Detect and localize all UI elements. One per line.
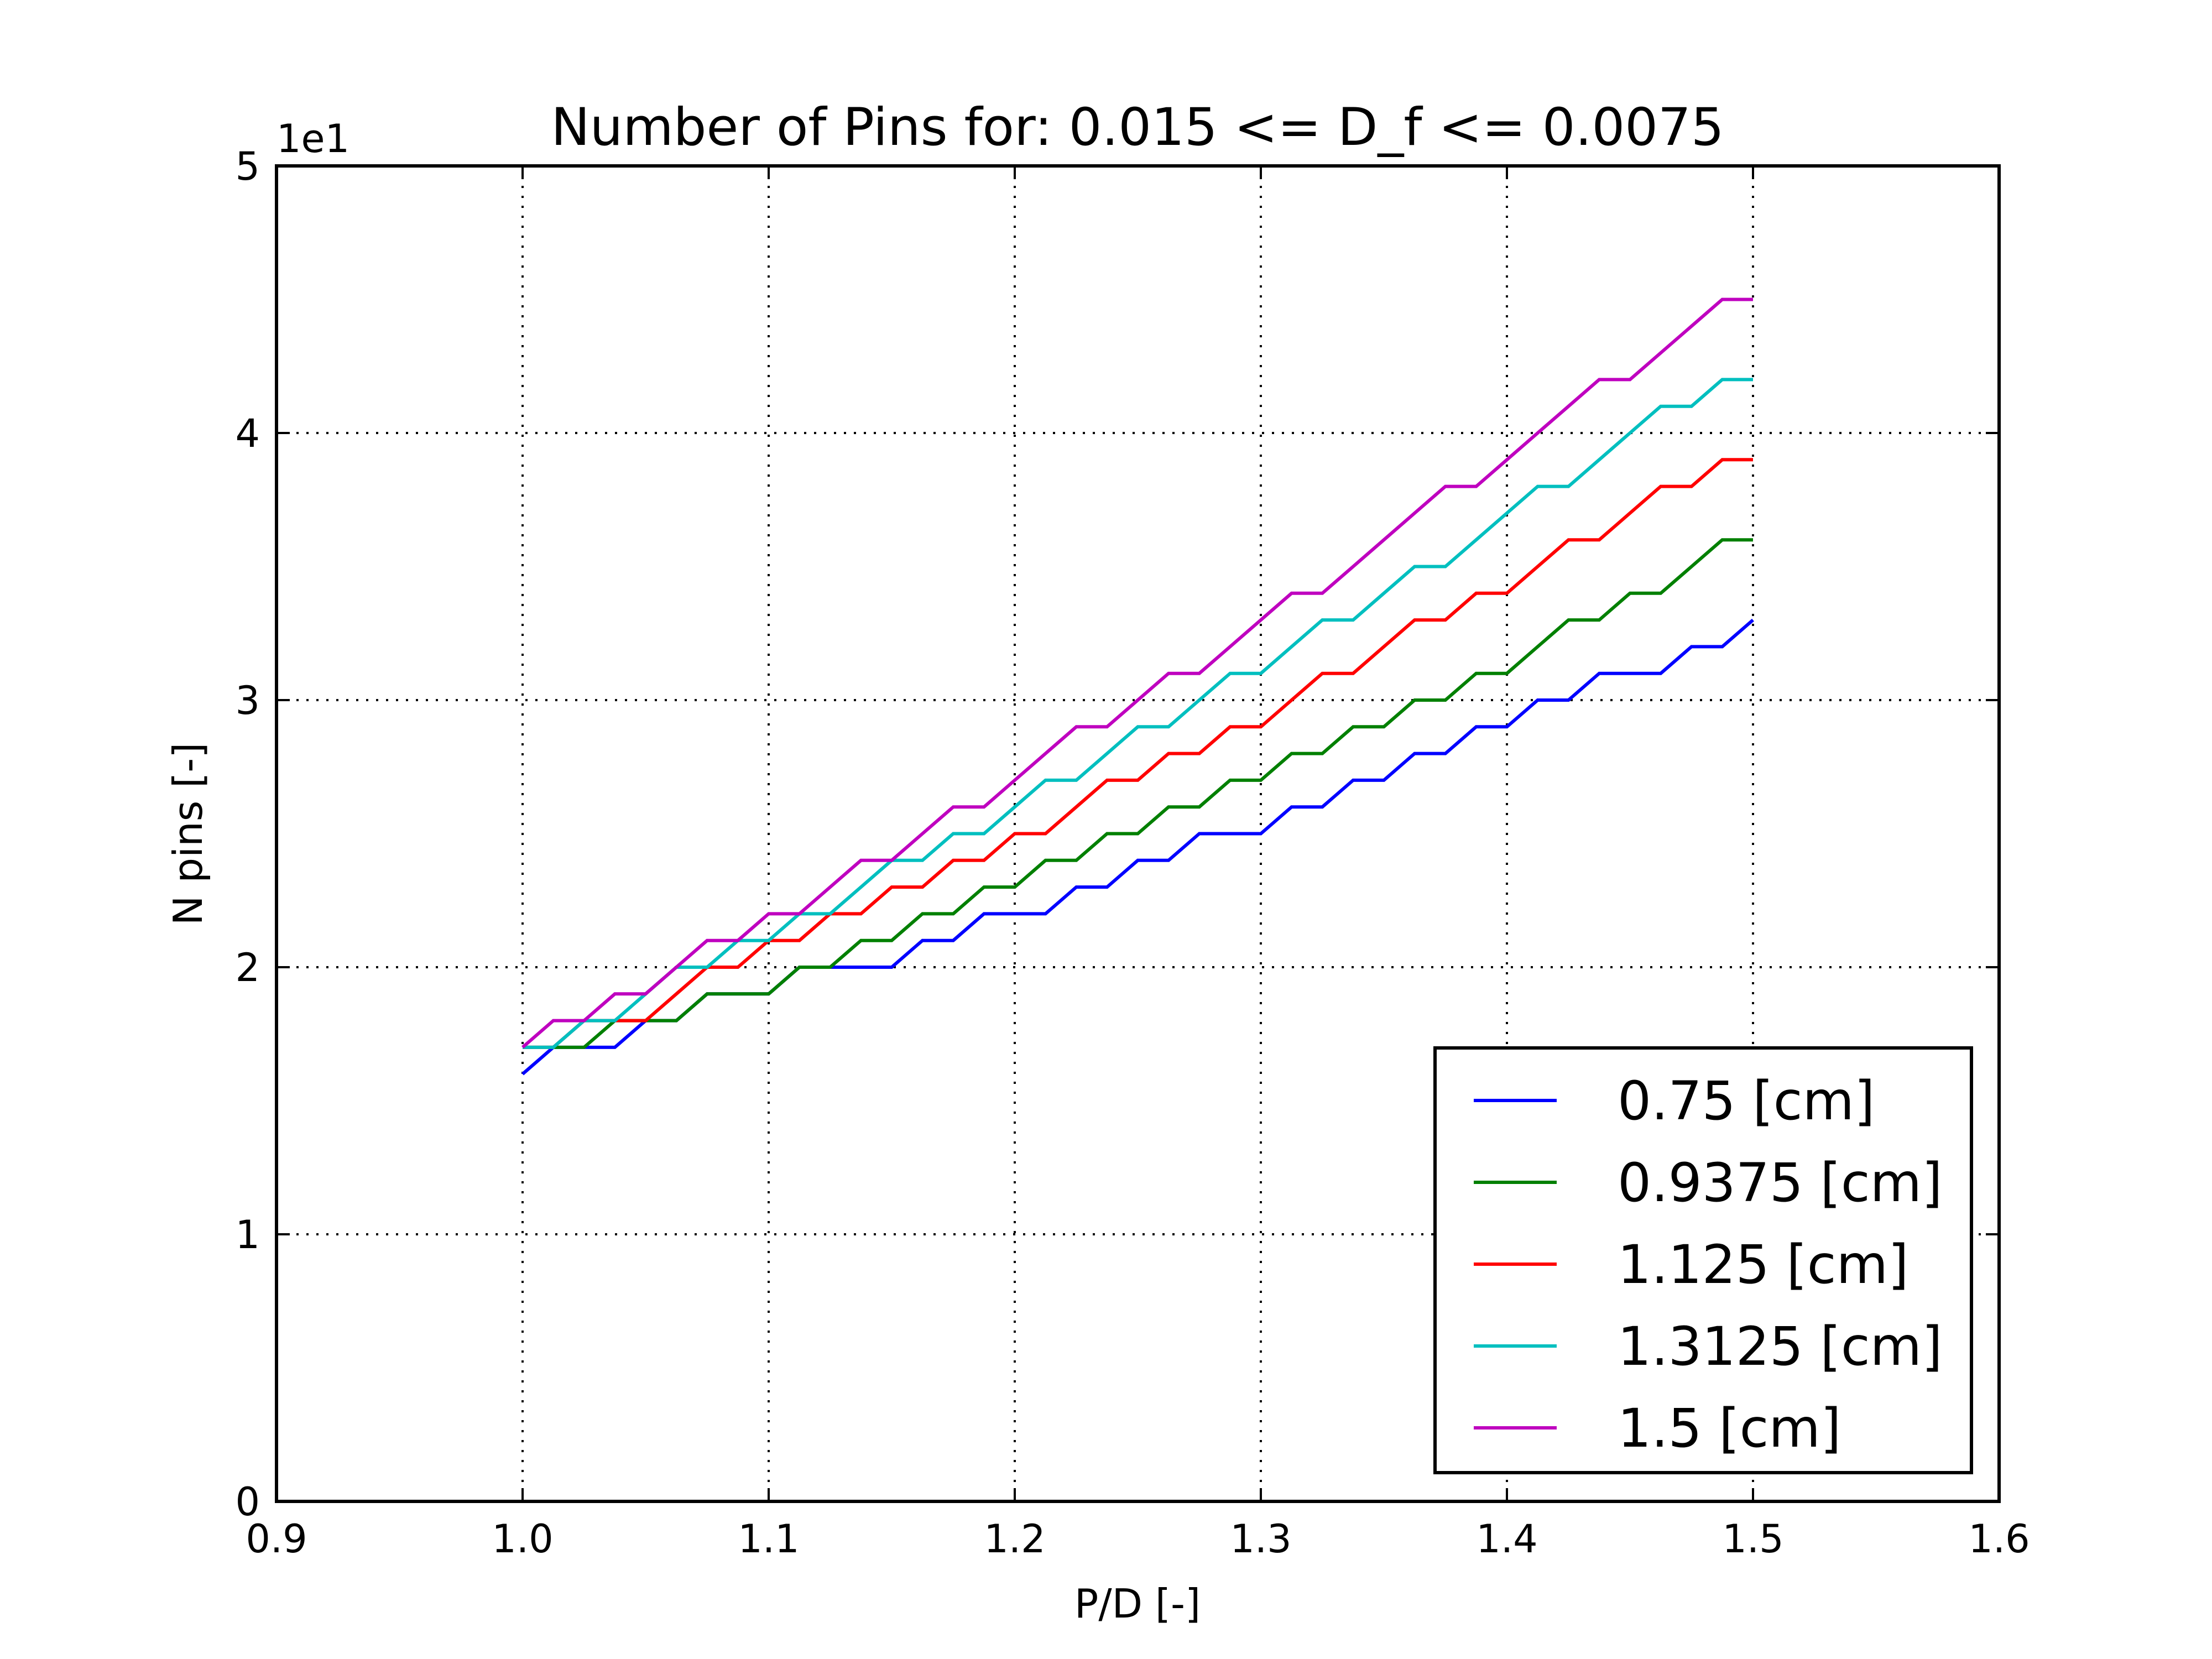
x-tick-label: 1.0 <box>492 1516 553 1562</box>
y-tick-label: 2 <box>235 945 260 990</box>
x-tick-label: 1.5 <box>1722 1516 1783 1562</box>
tick-labels: 0.9 1.0 1.1 1.2 1.3 1.4 1.5 1.6 0 1 2 3 4 5 <box>235 144 2030 1562</box>
x-tick-label: 1.4 <box>1476 1516 1537 1562</box>
y-tick-label: 3 <box>235 678 260 723</box>
x-tick-label: 1.1 <box>738 1516 799 1562</box>
ticks <box>275 165 2000 1503</box>
legend-label-3: 1.125 [cm] <box>1618 1234 1909 1296</box>
series-line-5 <box>521 298 1753 1049</box>
y-tick-label: 1 <box>235 1212 260 1258</box>
legend-label-1: 0.75 [cm] <box>1618 1070 1875 1132</box>
x-axis-title: P/D [-] <box>1074 1580 1201 1627</box>
x-tick-label: 1.2 <box>984 1516 1045 1562</box>
y-tick-label: 5 <box>235 144 260 189</box>
series-line-2 <box>523 538 1753 1049</box>
legend-label-5: 1.5 [cm] <box>1618 1397 1841 1459</box>
chart-title: Number of Pins for: 0.015 <= D_f <= 0.00… <box>551 97 1724 158</box>
x-tick-label: 0.9 <box>246 1516 307 1562</box>
legend-label-2: 0.9375 [cm] <box>1618 1152 1943 1214</box>
legend: 0.75 [cm] 0.9375 [cm] 1.125 [cm] 1.3125 [cm… <box>1433 1046 1973 1474</box>
plot-frame <box>275 164 2001 1503</box>
legend-entries: 0.75 [cm] 0.9375 [cm] 1.125 [cm] 1.3125 [cm… <box>1474 1070 1943 1459</box>
series-line-4 <box>523 378 1753 1049</box>
x-tick-label: 1.3 <box>1230 1516 1291 1562</box>
legend-label-4: 1.3125 [cm] <box>1618 1316 1943 1378</box>
y-axis-offset-label: 1e1 <box>276 116 349 161</box>
x-tick-label: 1.6 <box>1968 1516 2030 1562</box>
series-lines <box>521 298 1754 1076</box>
y-axis-title: N pins [-] <box>165 743 211 926</box>
series-line-3 <box>523 458 1753 1049</box>
y-tick-label: 0 <box>235 1479 260 1525</box>
legend-frame <box>1433 1046 1973 1474</box>
y-tick-label: 4 <box>235 411 260 456</box>
